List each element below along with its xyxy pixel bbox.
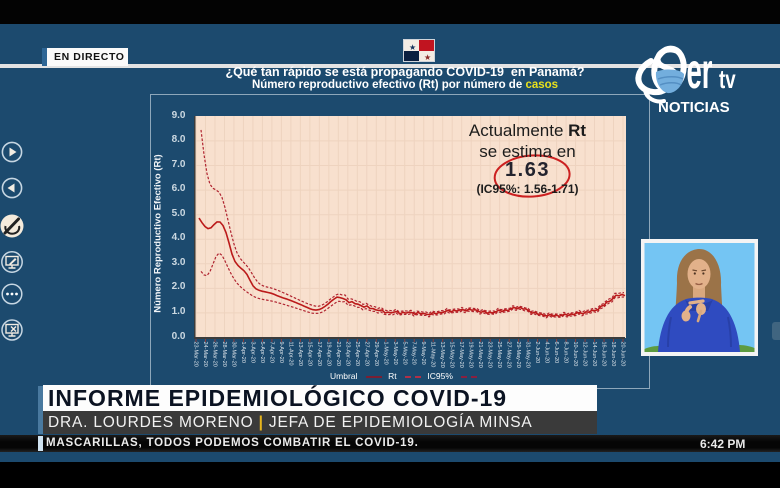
svg-text:18-Jun-20: 18-Jun-20 — [610, 342, 616, 367]
svg-text:7-May-20: 7-May-20 — [411, 342, 417, 365]
svg-text:3-Apr-20: 3-Apr-20 — [249, 342, 255, 363]
svg-text:15-May-20: 15-May-20 — [449, 342, 455, 368]
svg-text:7-Apr-20: 7-Apr-20 — [268, 342, 274, 363]
svg-text:tv: tv — [719, 64, 736, 94]
svg-text:4-Jun-20: 4-Jun-20 — [544, 342, 550, 364]
svg-text:6-Jun-20: 6-Jun-20 — [553, 342, 559, 364]
svg-text:9-May-20: 9-May-20 — [420, 342, 426, 365]
svg-text:19-Apr-20: 19-Apr-20 — [325, 342, 331, 366]
svg-text:21-May-20: 21-May-20 — [477, 342, 483, 368]
svg-text:9-Apr-20: 9-Apr-20 — [278, 342, 284, 363]
svg-text:21-Apr-20: 21-Apr-20 — [335, 342, 341, 366]
svg-text:30-Mar-20: 30-Mar-20 — [231, 342, 237, 367]
svg-text:28-Mar-20: 28-Mar-20 — [221, 342, 227, 367]
svg-text:27-May-20: 27-May-20 — [506, 342, 512, 368]
svg-text:31-May-20: 31-May-20 — [525, 342, 531, 368]
svg-text:5-May-20: 5-May-20 — [401, 342, 407, 365]
svg-text:16-Jun-20: 16-Jun-20 — [601, 342, 607, 367]
svg-text:17-Apr-20: 17-Apr-20 — [316, 342, 322, 366]
svg-text:11-May-20: 11-May-20 — [430, 342, 436, 368]
svg-text:24-Mar-20: 24-Mar-20 — [202, 342, 208, 367]
svg-text:23-May-20: 23-May-20 — [487, 342, 493, 368]
svg-text:8-Jun-20: 8-Jun-20 — [563, 342, 569, 364]
svg-text:1-Apr-20: 1-Apr-20 — [240, 342, 246, 363]
svg-text:29-Apr-20: 29-Apr-20 — [373, 342, 379, 366]
svg-text:2-Jun-20: 2-Jun-20 — [534, 342, 540, 364]
svg-text:1-May-20: 1-May-20 — [382, 342, 388, 365]
svg-text:13-Apr-20: 13-Apr-20 — [297, 342, 303, 366]
svg-text:27-Apr-20: 27-Apr-20 — [363, 342, 369, 366]
svg-text:10-Jun-20: 10-Jun-20 — [572, 342, 578, 367]
svg-text:14-Jun-20: 14-Jun-20 — [591, 342, 597, 367]
svg-text:29-May-20: 29-May-20 — [515, 342, 521, 368]
svg-text:19-May-20: 19-May-20 — [468, 342, 474, 368]
svg-text:25-Apr-20: 25-Apr-20 — [354, 342, 360, 366]
svg-text:5-Apr-20: 5-Apr-20 — [259, 342, 265, 363]
svg-text:17-May-20: 17-May-20 — [458, 342, 464, 368]
svg-text:25-May-20: 25-May-20 — [496, 342, 502, 368]
svg-text:26-Mar-20: 26-Mar-20 — [212, 342, 218, 367]
svg-text:15-Apr-20: 15-Apr-20 — [306, 342, 312, 366]
svg-text:11-Apr-20: 11-Apr-20 — [287, 342, 293, 366]
svg-text:23-Mar-20: 23-Mar-20 — [193, 342, 199, 367]
svg-text:13-May-20: 13-May-20 — [439, 342, 445, 368]
svg-text:23-Apr-20: 23-Apr-20 — [344, 342, 350, 366]
svg-text:3-May-20: 3-May-20 — [392, 342, 398, 365]
svg-text:er: er — [687, 42, 713, 99]
svg-text:12-Jun-20: 12-Jun-20 — [582, 342, 588, 367]
svg-text:20-Jun-20: 20-Jun-20 — [620, 342, 626, 367]
